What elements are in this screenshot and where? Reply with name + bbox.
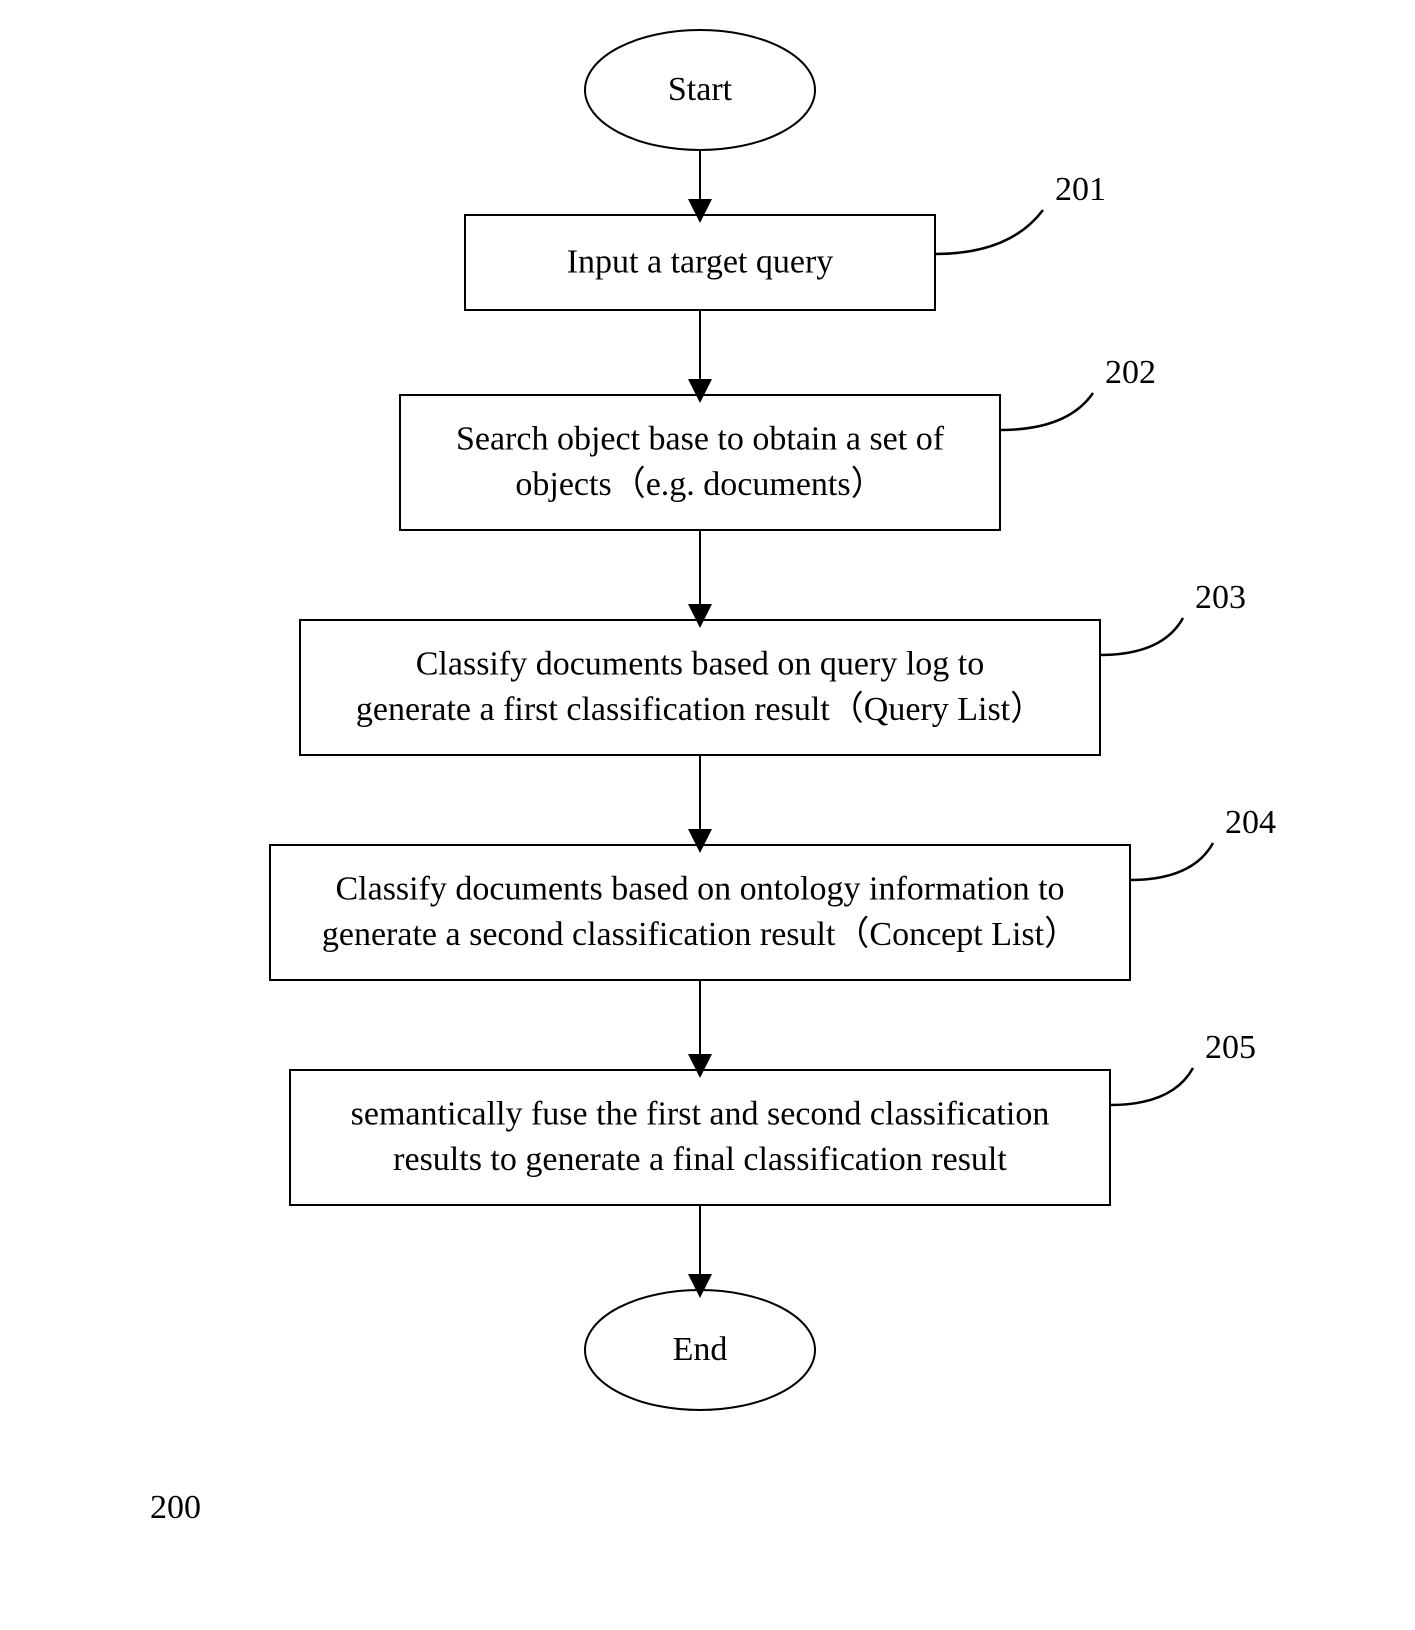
ref-label-202: 202 bbox=[1105, 354, 1156, 391]
process-202-line1: objects（e.g. documents） bbox=[515, 465, 884, 503]
process-203-line1: generate a first classification result（Q… bbox=[356, 690, 1044, 728]
process-202-line0: Search object base to obtain a set of bbox=[456, 420, 945, 457]
ref-label-205: 205 bbox=[1205, 1029, 1256, 1066]
start-label: Start bbox=[668, 71, 733, 108]
process-202 bbox=[400, 395, 1000, 530]
process-205 bbox=[290, 1070, 1110, 1205]
process-203-line0: Classify documents based on query log to bbox=[416, 645, 984, 682]
process-205-line1: results to generate a final classificati… bbox=[393, 1141, 1007, 1178]
process-204 bbox=[270, 845, 1130, 980]
process-201-line0: Input a target query bbox=[567, 243, 834, 280]
ref-label-204: 204 bbox=[1225, 804, 1276, 841]
callout-203 bbox=[1100, 618, 1183, 655]
ref-label-201: 201 bbox=[1055, 171, 1106, 208]
process-204-line0: Classify documents based on ontology inf… bbox=[335, 870, 1064, 907]
callout-204 bbox=[1130, 843, 1213, 880]
figure-ref: 200 bbox=[150, 1489, 201, 1526]
ref-label-203: 203 bbox=[1195, 579, 1246, 616]
callout-205 bbox=[1110, 1068, 1193, 1105]
callout-201 bbox=[935, 210, 1043, 254]
process-205-line0: semantically fuse the first and second c… bbox=[351, 1095, 1050, 1132]
process-203 bbox=[300, 620, 1100, 755]
end-label: End bbox=[673, 1331, 728, 1368]
process-204-line1: generate a second classification result（… bbox=[322, 915, 1078, 953]
callout-202 bbox=[1000, 393, 1093, 430]
